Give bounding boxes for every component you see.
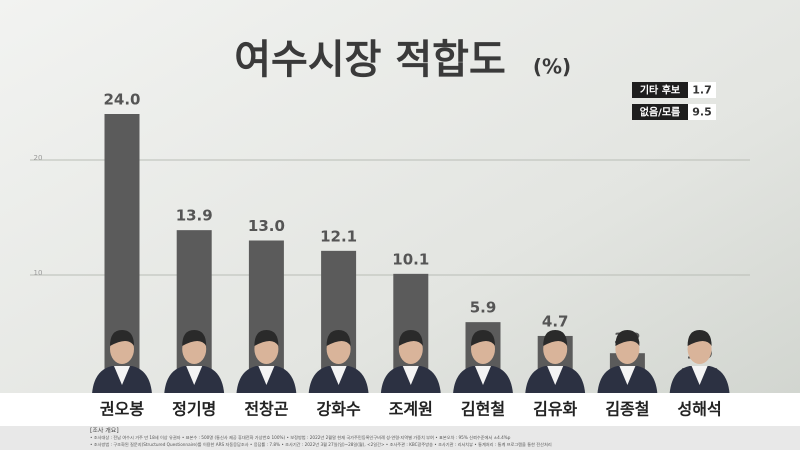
bar	[248, 240, 284, 390]
legend-value-box	[688, 82, 716, 98]
candidate-shirt	[475, 366, 491, 385]
candidate-shirt	[619, 366, 636, 385]
legend-value: 1.7	[692, 84, 712, 97]
candidate-hair	[471, 330, 495, 346]
candidate-shirt	[547, 366, 564, 385]
legend-label: 없음/모름	[640, 106, 680, 119]
x-tick-label: 김현철	[461, 400, 505, 419]
candidate-hair	[182, 330, 207, 346]
footer-line: • 조사방법 : 구조화된 질문지(Structured Questionnai…	[90, 441, 552, 448]
legend-label: 기타 후보	[640, 84, 680, 97]
candidate-hair	[326, 330, 351, 346]
candidate-hair	[543, 330, 568, 346]
x-tick-label: 성해석	[678, 400, 722, 419]
x-tick-label: 강화수	[317, 400, 361, 419]
candidate-shirt	[258, 366, 275, 385]
candidate-hair	[615, 330, 640, 346]
value-label: 13.9	[176, 207, 213, 225]
candidate-hair	[110, 330, 134, 346]
candidate-hair	[398, 330, 423, 346]
candidate-shirt	[691, 366, 708, 385]
candidate-hair	[687, 330, 712, 346]
candidate-hair	[254, 330, 279, 346]
value-label: 5.9	[470, 299, 497, 317]
unit: (%)	[533, 55, 571, 79]
legend-value-box	[688, 104, 716, 120]
candidate-shirt	[402, 366, 419, 385]
value-label: 13.0	[248, 217, 285, 235]
footer-line: • 조사대상 : 전남 여수시 거주 만 18세 이상 유권자 • 표본수 : …	[90, 434, 511, 441]
value-label: 4.7	[542, 312, 569, 330]
chart-title: 여수시장 적합도	[234, 37, 506, 83]
y-tick-label: 20	[34, 154, 43, 162]
candidate-shirt	[186, 366, 203, 385]
x-tick-label: 권오봉	[100, 400, 144, 419]
footer-heading: [조사 개요]	[90, 427, 119, 435]
x-tick-label: 김종철	[605, 400, 649, 419]
x-tick-label: 전창곤	[244, 400, 288, 419]
legend-label-box	[632, 104, 688, 120]
legend-value: 9.5	[692, 106, 712, 119]
footer-band	[0, 426, 800, 450]
x-tick-label: 조계원	[389, 400, 433, 419]
legend-label-box	[632, 82, 688, 98]
x-tick-label: 정기명	[172, 400, 216, 419]
candidate-shirt	[114, 366, 130, 385]
y-tick-label: 10	[34, 269, 43, 277]
value-label: 24.0	[103, 91, 140, 109]
name-band	[0, 393, 800, 426]
candidate-shirt	[330, 366, 347, 385]
x-tick-label: 김유화	[533, 400, 577, 419]
value-label: 10.1	[392, 250, 429, 268]
value-label: 12.1	[320, 227, 357, 245]
